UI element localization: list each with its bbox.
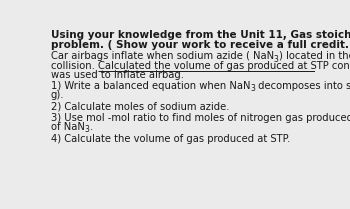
Text: ) located in the airbags explodes during: ) located in the airbags explodes during: [279, 51, 350, 61]
Text: g).: g).: [51, 90, 64, 100]
Text: Car airbags inflate when sodium azide ( NaN: Car airbags inflate when sodium azide ( …: [51, 51, 274, 61]
Text: Using your knowledge from the Unit 11, Gas stoichiometry solve the following: Using your knowledge from the Unit 11, G…: [51, 31, 350, 41]
Text: decomposes into sodium ( s) and nitrogen (: decomposes into sodium ( s) and nitrogen…: [255, 81, 350, 91]
Text: collision.: collision.: [51, 61, 98, 71]
Text: 1) Write a balanced equation when NaN: 1) Write a balanced equation when NaN: [51, 81, 250, 91]
Text: 3) Use mol ‑mol ratio to find moles of nitrogen gas produced from the given amou: 3) Use mol ‑mol ratio to find moles of n…: [51, 113, 350, 123]
Text: 3: 3: [250, 84, 255, 93]
Text: 3: 3: [85, 125, 90, 134]
Text: 4) Calculate the volume of gas produced at STP.: 4) Calculate the volume of gas produced …: [51, 134, 290, 144]
Text: .: .: [90, 122, 93, 132]
Text: Calculated the volume of gas produced at STP conditions: Calculated the volume of gas produced at…: [98, 61, 350, 71]
Text: was used to inflate airbag.: was used to inflate airbag.: [51, 70, 184, 80]
Text: 2) Calculate moles of sodium azide.: 2) Calculate moles of sodium azide.: [51, 102, 229, 112]
Text: problem. ( Show your work to receive a full credit. ): problem. ( Show your work to receive a f…: [51, 40, 350, 50]
Text: 3: 3: [274, 55, 279, 64]
Text: of NaN: of NaN: [51, 122, 85, 132]
